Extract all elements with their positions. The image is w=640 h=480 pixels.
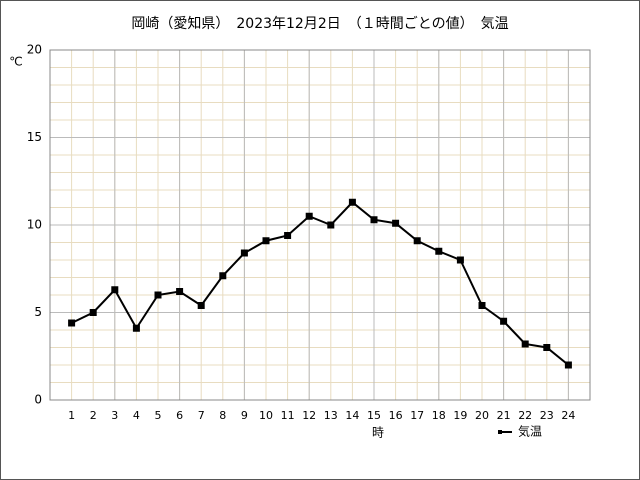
point: [348, 198, 356, 206]
y-unit: ℃: [9, 55, 22, 69]
point: [392, 219, 400, 227]
point: [197, 302, 205, 309]
x-tick-label: 11: [281, 409, 295, 422]
plot-border: [49, 49, 591, 401]
point: [219, 272, 227, 280]
point: [89, 309, 97, 316]
point: [478, 302, 486, 309]
point: [370, 216, 378, 224]
point: [543, 344, 551, 351]
x-tick-label: 16: [389, 409, 403, 422]
x-tick-label: 19: [453, 409, 467, 422]
point: [500, 317, 508, 325]
x-tick-label: 10: [259, 409, 273, 422]
point: [521, 340, 529, 348]
y-tick-label: 20: [27, 43, 42, 57]
point: [456, 256, 464, 264]
y-tick-label: 15: [27, 130, 42, 144]
x-tick-label: 12: [302, 409, 316, 422]
x-tick-label: 7: [198, 409, 205, 422]
point: [176, 288, 184, 295]
x-axis-label: 時: [372, 426, 384, 440]
x-tick-label: 9: [241, 409, 248, 422]
x-tick-label: 24: [561, 409, 575, 422]
point: [435, 247, 443, 255]
x-tick-label: 18: [432, 409, 446, 422]
x-tick-label: 13: [324, 409, 338, 422]
x-tick-label: 5: [155, 409, 162, 422]
y-tick-label: 0: [34, 393, 42, 407]
y-tick-label: 10: [27, 218, 42, 232]
point: [284, 232, 292, 239]
x-tick-label: 23: [540, 409, 554, 422]
x-tick-label: 17: [410, 409, 424, 422]
point: [240, 249, 248, 257]
x-tick-label: 6: [176, 409, 183, 422]
x-tick-label: 20: [475, 409, 489, 422]
legend-marker: [498, 430, 502, 434]
point: [262, 237, 270, 245]
x-tick-label: 8: [219, 409, 226, 422]
series-line: [71, 200, 570, 366]
x-tick-label: 14: [345, 409, 359, 422]
point: [305, 212, 313, 220]
x-tick-label: 3: [111, 409, 118, 422]
point: [68, 319, 76, 327]
point: [564, 361, 572, 369]
x-tick-label: 15: [367, 409, 381, 422]
point: [132, 324, 140, 332]
point: [111, 286, 119, 294]
y-tick-label: 5: [34, 305, 42, 319]
x-tick-label: 2: [90, 409, 97, 422]
point: [413, 237, 421, 245]
legend-label: 気温: [518, 424, 542, 439]
x-tick-label: 1: [68, 409, 75, 422]
chart-title: 岡崎（愛知県） 2023年12月2日 （１時間ごとの値） 気温: [131, 15, 508, 32]
point: [154, 291, 162, 299]
point: [327, 221, 335, 229]
x-tick-label: 22: [518, 409, 532, 422]
x-tick-label: 4: [133, 409, 140, 422]
x-tick-label: 21: [497, 409, 511, 422]
